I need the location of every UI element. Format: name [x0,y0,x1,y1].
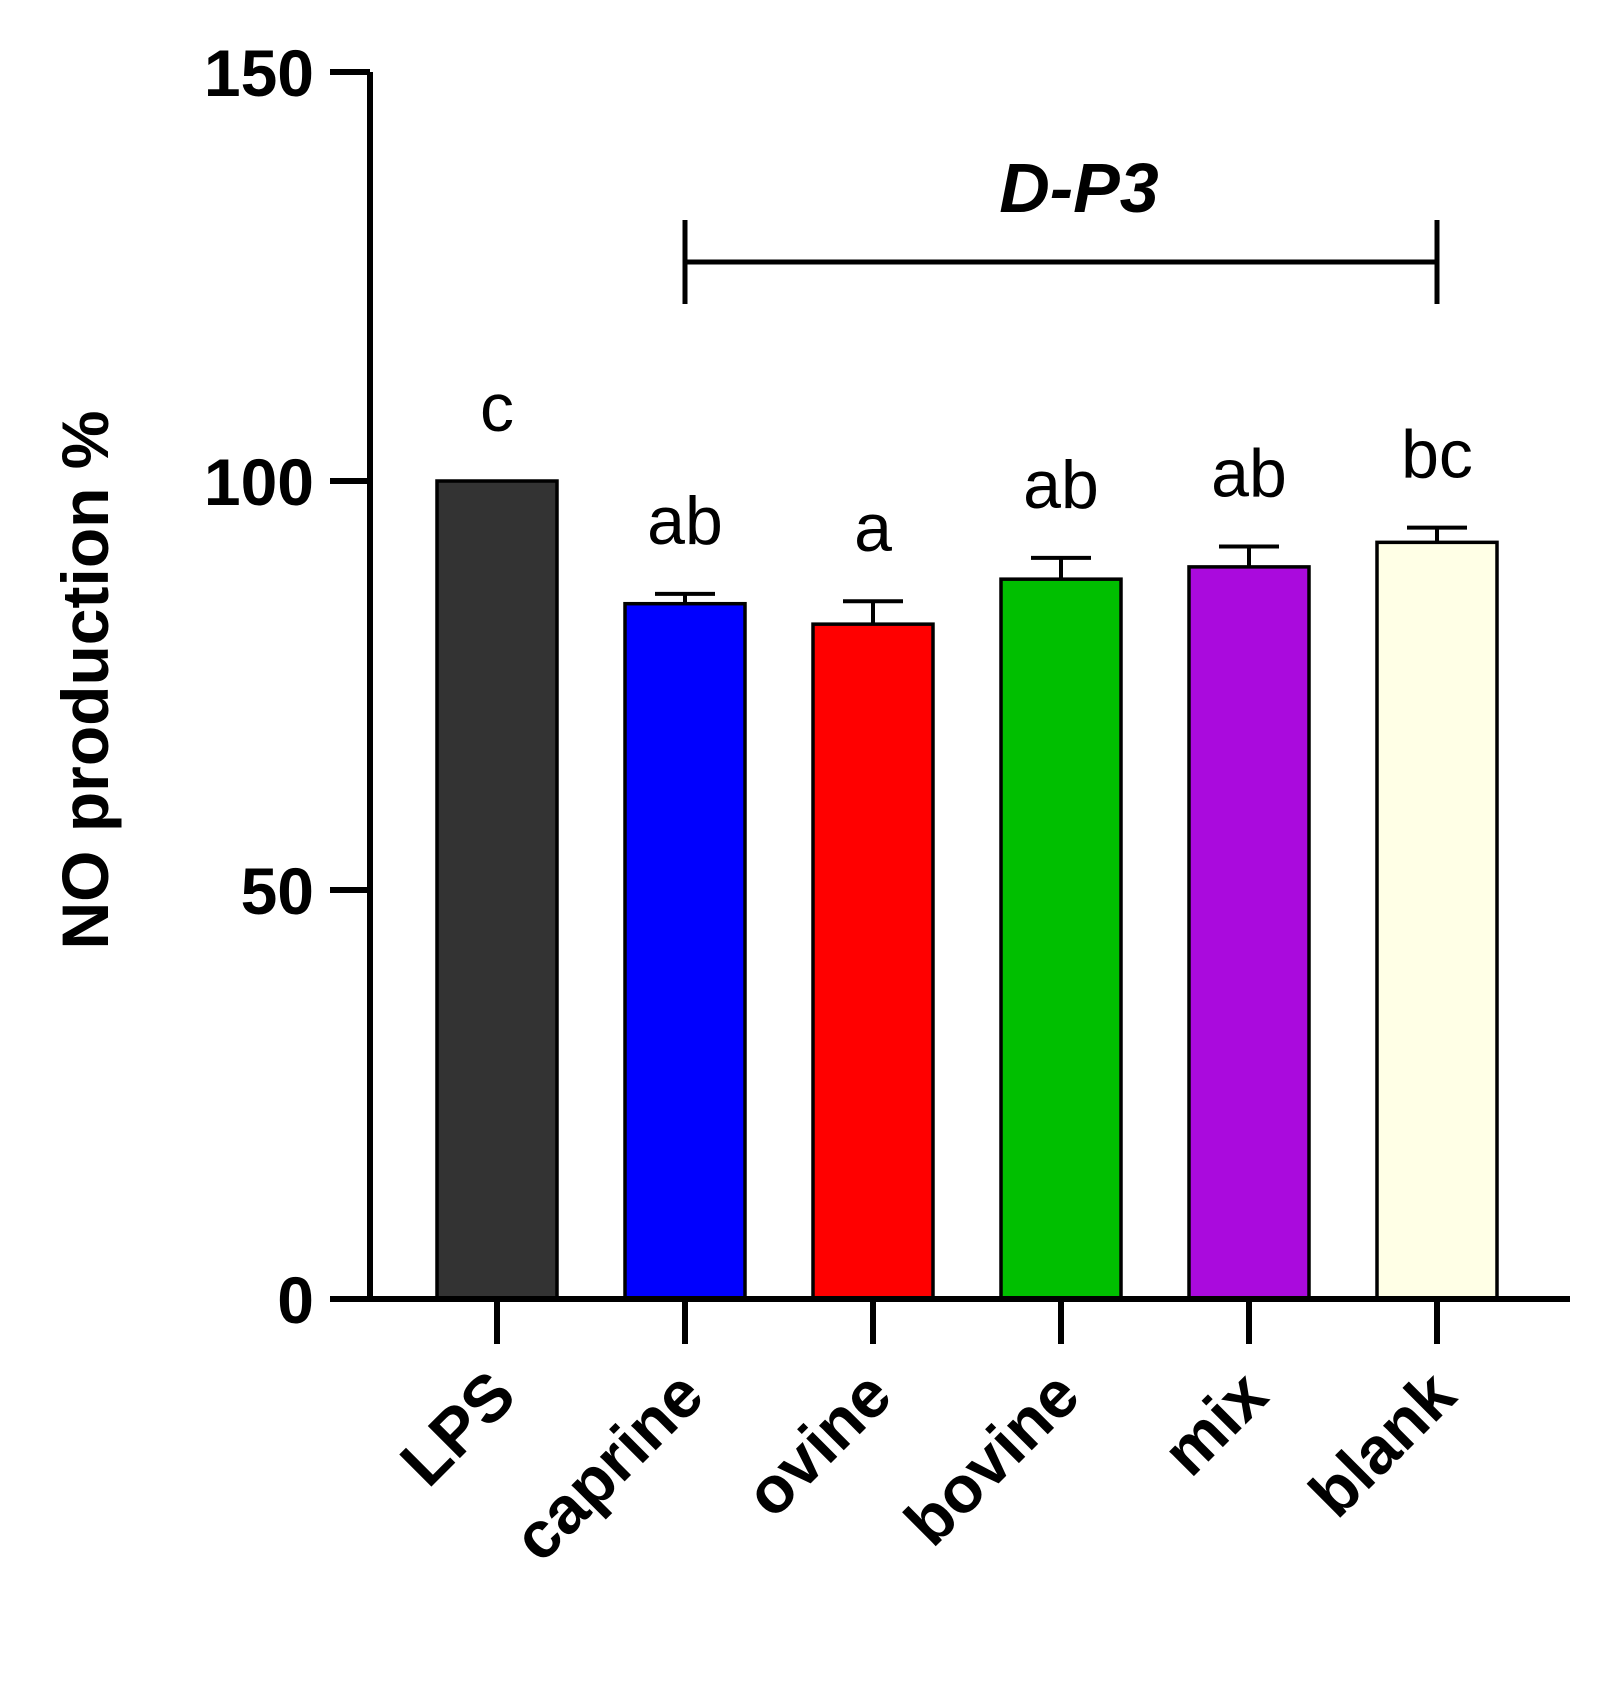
x-tick-label-LPS: LPS [386,1357,529,1500]
bar-mix [1187,565,1311,1301]
bar-bovine [999,577,1123,1301]
bar-ovine [811,622,935,1301]
y-tick-label: 100 [204,445,314,519]
bar-blank [1375,540,1499,1301]
significance-label-bovine: ab [1023,447,1099,523]
y-tick-label: 0 [277,1263,314,1337]
significance-label-mix: ab [1211,435,1287,511]
y-ticks-layer: 0 50 100 150 [204,36,370,1337]
significance-label-caprine: ab [647,483,723,559]
error-bars-layer [655,525,1467,625]
significance-label-LPS: c [480,370,514,446]
group-bracket-label: D-P3 [999,149,1159,227]
y-axis-label: NO production % [48,411,122,950]
x-tick-label-mix: mix [1148,1356,1281,1489]
x-tick-label-blank: blank [1295,1356,1469,1530]
x-tick-label-caprine: caprine [499,1357,717,1575]
significance-label-blank: bc [1401,417,1473,493]
bars-layer [435,479,1499,1301]
group-bracket: D-P3 [682,149,1440,304]
significance-label-ovine: a [854,490,892,566]
x-tick-label-ovine: ovine [731,1357,905,1531]
y-tick-label: 150 [204,36,314,110]
significance-labels-layer: c ab a ab ab bc [480,370,1473,566]
y-tick-label: 50 [241,854,314,928]
bar-LPS [435,479,559,1301]
x-tick-label-bovine: bovine [890,1357,1093,1560]
bar-caprine [623,601,747,1301]
